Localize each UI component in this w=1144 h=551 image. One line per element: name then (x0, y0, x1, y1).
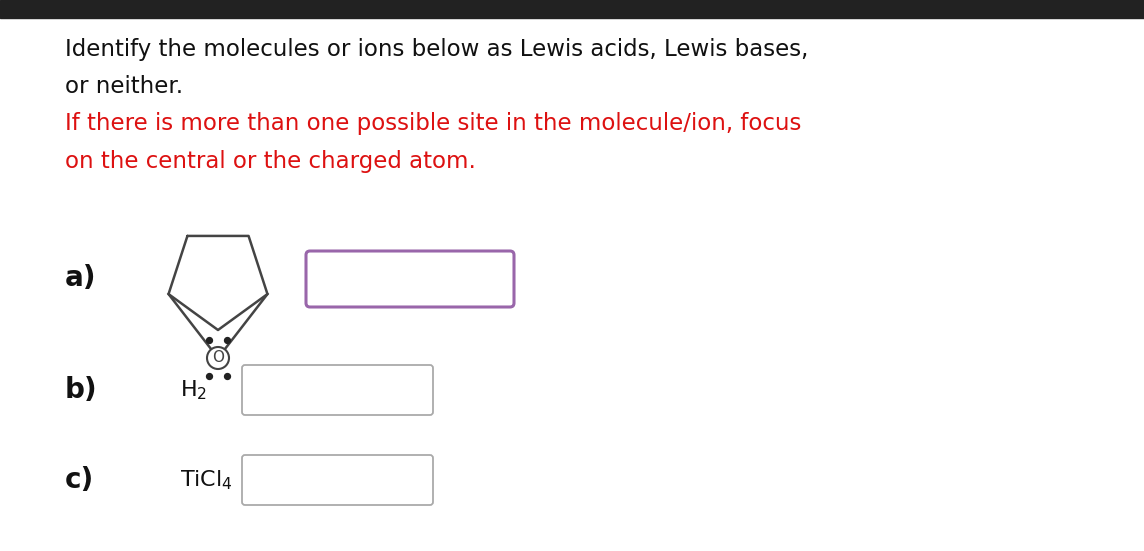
FancyBboxPatch shape (305, 251, 514, 307)
Point (217, 336, 236, 344)
Point (200, 371, 219, 380)
Text: or neither.: or neither. (65, 75, 183, 98)
Text: ∨: ∨ (414, 473, 426, 488)
Point (217, 371, 236, 380)
Text: Identify the molecules or ions below as Lewis acids, Lewis bases,: Identify the molecules or ions below as … (65, 38, 809, 61)
Text: b): b) (65, 376, 97, 404)
Text: H$_2$: H$_2$ (180, 378, 207, 402)
Text: on the central or the charged atom.: on the central or the charged atom. (65, 150, 476, 173)
Bar (0, 0, 1144, 18)
Text: a): a) (65, 264, 96, 292)
Point (200, 336, 219, 344)
Text: If there is more than one possible site in the molecule/ion, focus: If there is more than one possible site … (65, 112, 802, 135)
FancyBboxPatch shape (243, 455, 432, 505)
Text: TiCl$_4$: TiCl$_4$ (180, 468, 232, 492)
FancyBboxPatch shape (243, 365, 432, 415)
Text: ∨: ∨ (414, 382, 426, 397)
Text: c): c) (65, 466, 94, 494)
Circle shape (207, 347, 229, 369)
Text: O: O (212, 350, 224, 365)
Text: ∨: ∨ (494, 270, 506, 288)
